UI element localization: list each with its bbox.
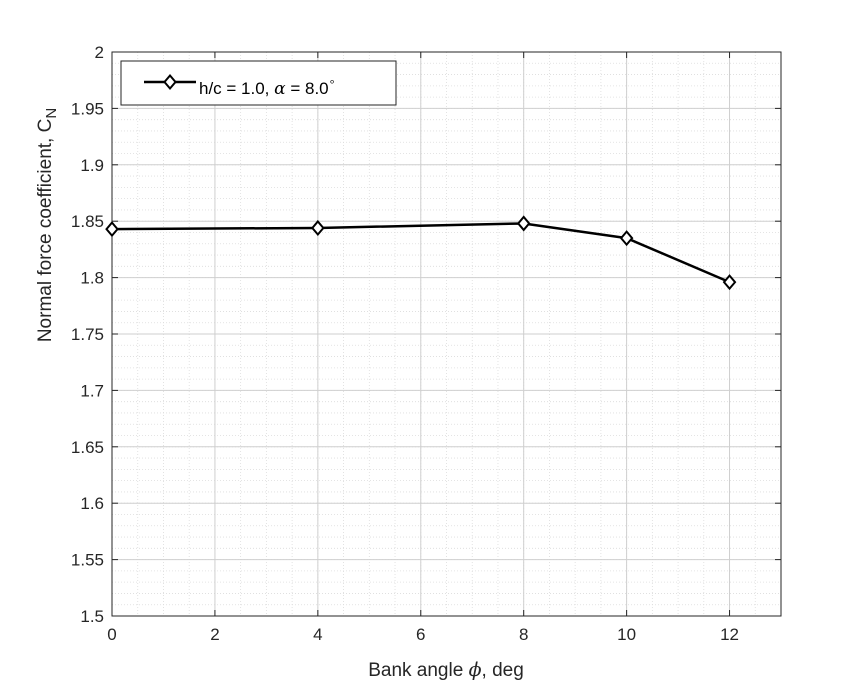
data-point xyxy=(516,215,531,232)
y-axis-label: Normal force coefficient, CN xyxy=(35,108,60,342)
y-tick-label: 1.95 xyxy=(71,99,104,118)
legend-entry-superscript: ∘ xyxy=(329,76,336,88)
x-tick-label: 10 xyxy=(617,625,636,644)
y-tick-labels: 1.5 1.55 1.6 1.65 1.7 1.75 1.8 1.85 1.9 1.95 2 xyxy=(71,43,104,626)
data-point xyxy=(105,221,119,238)
y-tick-label: 1.9 xyxy=(80,156,104,175)
x-axis-label-symbol: ϕ xyxy=(469,659,482,681)
y-axis-label-subscript: N xyxy=(43,108,60,119)
series-layer xyxy=(105,215,737,291)
legend: h/c = 1.0, α = 8.0∘ xyxy=(120,60,397,106)
x-tick-label: 4 xyxy=(313,625,322,644)
y-tick-label: 1.55 xyxy=(71,551,104,570)
y-tick-label: 1.75 xyxy=(71,325,104,344)
y-tick-label: 1.8 xyxy=(80,269,104,288)
axis-ticks xyxy=(111,51,782,617)
x-tick-label: 2 xyxy=(210,625,219,644)
data-point xyxy=(311,219,325,237)
data-point xyxy=(619,230,634,247)
legend-entry-prefix: h/c = 1.0, xyxy=(199,79,274,98)
y-tick-label: 2 xyxy=(95,43,104,62)
x-tick-labels: 0 2 4 6 8 10 12 xyxy=(107,625,739,644)
y-axis-label-prefix: Normal force coefficient, C xyxy=(35,119,56,343)
x-tick-label: 6 xyxy=(416,625,425,644)
x-axis-label-prefix: Bank angle xyxy=(368,660,468,681)
x-axis-label-suffix: , deg xyxy=(482,660,524,681)
x-tick-label: 0 xyxy=(107,625,116,644)
data-point xyxy=(722,274,737,291)
legend-entry-suffix: = 8.0 xyxy=(286,79,329,98)
legend-entry: h/c = 1.0, α = 8.0∘ xyxy=(199,76,336,99)
y-tick-label: 1.5 xyxy=(80,607,104,626)
y-tick-label: 1.6 xyxy=(80,494,104,513)
x-tick-label: 8 xyxy=(519,625,528,644)
legend-diamond-marker xyxy=(163,73,177,91)
y-tick-label: 1.85 xyxy=(71,212,104,231)
x-tick-label: 12 xyxy=(720,625,739,644)
y-tick-label: 1.7 xyxy=(80,381,104,400)
x-axis-label: Bank angle ϕ, deg xyxy=(368,659,524,681)
y-tick-label: 1.65 xyxy=(71,438,104,457)
legend-entry-symbol: α xyxy=(274,79,286,99)
